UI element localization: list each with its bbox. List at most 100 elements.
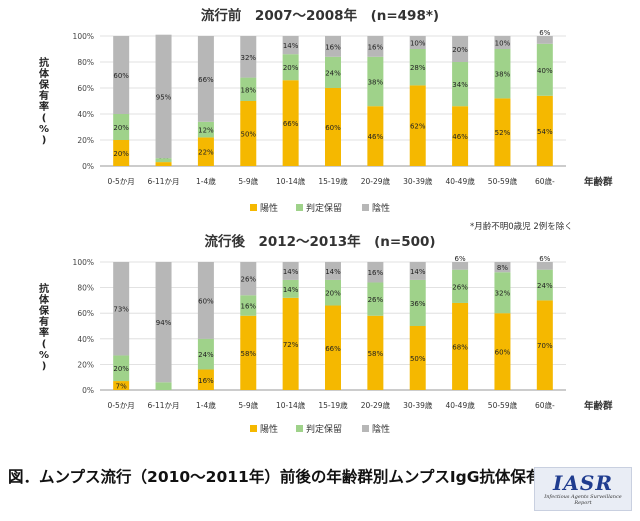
data-label: 58% xyxy=(368,350,384,358)
data-label: 38% xyxy=(495,71,511,79)
x-tick-label: 5-9歳 xyxy=(238,176,258,186)
data-label: 14% xyxy=(283,268,299,276)
bar-segment-陽性 xyxy=(197,137,214,166)
data-label: 7% xyxy=(116,383,127,391)
data-label: 20% xyxy=(283,64,299,72)
bar-segment-陰性 xyxy=(452,36,469,62)
x-tick-label: 6-11か月 xyxy=(148,177,180,186)
bar-segment-判定保留 xyxy=(197,121,214,138)
bar-segment-陰性 xyxy=(536,36,553,44)
data-label: 20% xyxy=(113,365,129,373)
y-tick-label: 40% xyxy=(77,110,94,119)
y-tick-label: 40% xyxy=(77,335,94,344)
bar-segment-陰性 xyxy=(325,36,341,57)
bar-segment-陽性 xyxy=(452,302,469,390)
bar-segment-陰性 xyxy=(113,36,130,114)
bar-segment-陰性 xyxy=(155,262,172,383)
data-label: 28% xyxy=(410,64,426,72)
bar-segment-陽性 xyxy=(325,88,341,166)
data-label: 20% xyxy=(113,124,129,132)
bar-segment-陽性 xyxy=(367,106,384,166)
bar-segment-判定保留 xyxy=(536,269,553,301)
bar-segment-判定保留 xyxy=(325,279,341,306)
legend-swatch xyxy=(362,425,369,432)
bar-segment-陽性 xyxy=(452,106,469,166)
data-label: 24% xyxy=(537,282,553,290)
data-label: 16% xyxy=(325,43,341,51)
data-label: 24% xyxy=(198,351,214,359)
logo-subtext: Infectious Agents Surveillance Report xyxy=(544,494,622,506)
iasr-logo: IASR Infectious Agents Surveillance Repo… xyxy=(534,467,632,511)
y-tick-label: 100% xyxy=(73,258,94,267)
bar-segment-陰性 xyxy=(325,262,341,280)
y-axis-label-char: 率 xyxy=(39,100,49,113)
x-tick-label: 5-9歳 xyxy=(238,400,258,410)
y-axis-label-char: ( xyxy=(42,339,47,350)
bar-segment-陽性 xyxy=(282,80,299,166)
legend-swatch xyxy=(362,204,369,211)
data-label: 62% xyxy=(410,123,426,131)
data-label: 14% xyxy=(325,268,341,276)
data-label: 60% xyxy=(113,72,129,80)
data-label: 22% xyxy=(198,149,214,157)
bar-segment-判定保留 xyxy=(155,382,172,390)
x-tick-label: 1-4歳 xyxy=(196,400,216,410)
bar-segment-判定保留 xyxy=(240,77,257,101)
x-tick-label: 10-14歳 xyxy=(276,176,306,186)
bar-segment-陰性 xyxy=(240,262,257,296)
data-label: 94% xyxy=(156,319,172,327)
x-tick-label: 0-5か月 xyxy=(108,401,135,410)
data-label: 14% xyxy=(410,268,426,276)
data-label: 72% xyxy=(283,341,299,349)
x-tick-label: 50-59歳 xyxy=(488,176,518,186)
data-label: 10% xyxy=(410,40,426,48)
legend-swatch xyxy=(250,425,257,432)
bar-segment-陰性 xyxy=(282,36,299,55)
data-label: 54% xyxy=(537,128,553,136)
bar-segment-陽性 xyxy=(240,315,257,390)
x-tick-label: 15-19歳 xyxy=(318,400,348,410)
y-tick-label: 0% xyxy=(82,386,94,395)
y-tick-label: 80% xyxy=(77,58,94,67)
bar-segment-陽性 xyxy=(240,101,257,166)
y-tick-label: 0% xyxy=(82,162,94,171)
bar-segment-陰性 xyxy=(367,262,384,283)
bar-segment-陽性 xyxy=(409,85,426,166)
bar-segment-判定保留 xyxy=(409,49,426,86)
data-label: 16% xyxy=(240,303,256,311)
y-axis-label-char: ) xyxy=(42,135,47,146)
x-axis-label: 年齢群 xyxy=(584,400,613,412)
data-label: 16% xyxy=(368,43,384,51)
bar-segment-陽性 xyxy=(494,313,511,390)
bar-segment-判定保留 xyxy=(282,279,299,298)
y-axis-label-char: % xyxy=(39,350,49,361)
data-label: 20% xyxy=(452,46,468,54)
x-tick-label: 15-19歳 xyxy=(318,176,348,186)
data-label: 36% xyxy=(410,300,426,308)
data-label: 95% xyxy=(156,93,172,101)
y-axis-label-char: 体 xyxy=(39,293,50,306)
y-axis-label-char: 保 xyxy=(38,304,50,317)
bar-segment-陽性 xyxy=(367,315,384,390)
bar-segment-陰性 xyxy=(494,36,511,49)
y-tick-label: 100% xyxy=(73,32,94,41)
bar-segment-判定保留 xyxy=(282,54,299,81)
bar-segment-判定保留 xyxy=(452,269,469,303)
y-axis-label-char: 保 xyxy=(38,78,50,91)
y-axis-label-char: 率 xyxy=(39,326,49,339)
legend-swatch xyxy=(296,204,303,211)
y-axis-label-char: 体 xyxy=(39,67,50,80)
data-label: 46% xyxy=(368,133,384,141)
bar-segment-陰性 xyxy=(197,262,214,339)
data-label: 68% xyxy=(452,343,468,351)
bar-segment-陰性 xyxy=(282,262,299,280)
data-label: 50% xyxy=(240,131,256,139)
bar-segment-判定保留 xyxy=(367,56,384,107)
bar-segment-陽性 xyxy=(494,98,511,166)
data-label: 40% xyxy=(537,67,553,75)
y-tick-label: 60% xyxy=(77,309,94,318)
x-tick-label: 6-11か月 xyxy=(148,401,180,410)
data-label: 20% xyxy=(113,150,129,158)
data-label: 26% xyxy=(368,296,384,304)
x-tick-label: 40-49歳 xyxy=(445,400,475,410)
